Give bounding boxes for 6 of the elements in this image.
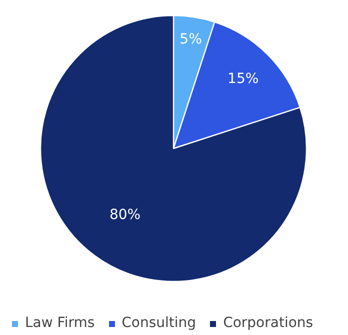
data-label: 15% [228,70,259,87]
legend-label: Law Firms [25,315,95,331]
legend-label: Corporations [223,315,314,331]
legend-label: Consulting [122,315,196,331]
data-label: 5% [180,31,202,48]
data-label: 80% [109,207,141,224]
